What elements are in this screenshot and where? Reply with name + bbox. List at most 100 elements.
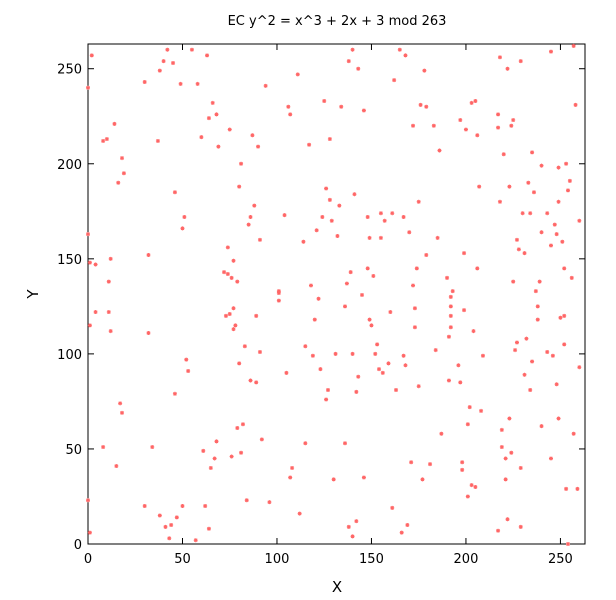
data-point [456, 363, 461, 368]
y-tick-label: 50 [65, 443, 82, 458]
x-tick-label: 250 [548, 552, 573, 567]
data-point [288, 112, 293, 117]
data-point [448, 304, 453, 309]
data-point [458, 380, 463, 385]
data-point [208, 465, 213, 470]
data-point [307, 142, 312, 147]
data-point [254, 313, 259, 318]
data-point [161, 59, 166, 64]
data-point [239, 450, 244, 455]
data-point [554, 382, 559, 387]
data-point [573, 102, 578, 107]
data-point [530, 150, 535, 155]
data-point [431, 123, 436, 128]
data-point [142, 503, 147, 508]
data-point [235, 426, 240, 431]
data-point [205, 53, 210, 58]
data-point [118, 401, 123, 406]
data-point [437, 148, 442, 153]
y-axis: 0 50 100 150 200 250 [57, 63, 585, 553]
data-point [86, 232, 90, 237]
data-point [526, 180, 531, 185]
data-point [87, 260, 92, 265]
data-point [539, 424, 544, 429]
y-tick-label: 250 [57, 63, 82, 78]
plot-frame [87, 43, 586, 545]
x-tick-label: 100 [265, 552, 290, 567]
data-point [369, 323, 374, 328]
data-point [550, 353, 555, 358]
data-point [237, 361, 242, 366]
data-point [509, 450, 514, 455]
data-point [424, 104, 429, 109]
data-point [420, 477, 425, 482]
x-tick-label: 0 [84, 552, 92, 567]
data-point [465, 494, 470, 499]
data-point [462, 308, 467, 313]
data-point [301, 239, 306, 244]
data-point [416, 199, 421, 204]
data-point [382, 218, 387, 223]
x-tick-label: 50 [174, 552, 191, 567]
data-point [89, 53, 94, 58]
data-point [343, 441, 348, 446]
data-point [327, 197, 332, 202]
data-point [346, 59, 351, 64]
data-point [201, 448, 206, 453]
data-point [571, 431, 576, 436]
data-point [552, 222, 557, 227]
data-point [416, 384, 421, 389]
data-point [352, 192, 357, 197]
data-point [548, 456, 553, 461]
data-point [469, 100, 474, 105]
data-point [248, 378, 253, 383]
data-point [418, 102, 423, 107]
data-point [535, 304, 540, 309]
data-point [337, 203, 342, 208]
data-point [210, 100, 215, 105]
data-point [371, 273, 376, 278]
data-point [558, 315, 563, 320]
data-point [465, 422, 470, 427]
data-point [229, 275, 234, 280]
data-point [106, 310, 111, 315]
data-point [518, 465, 523, 470]
data-point [203, 503, 208, 508]
data-point [367, 235, 372, 240]
data-point [539, 230, 544, 235]
data-point [564, 161, 569, 166]
data-point [222, 270, 227, 275]
data-point [206, 116, 211, 121]
data-point [564, 486, 569, 491]
data-point [348, 270, 353, 275]
x-tick-label: 150 [359, 552, 384, 567]
data-point [480, 353, 485, 358]
data-point [93, 262, 98, 267]
data-point [507, 184, 512, 189]
data-point [556, 165, 561, 170]
data-point [505, 66, 510, 71]
data-point [320, 215, 325, 220]
data-point [530, 359, 535, 364]
data-point [360, 292, 365, 297]
y-axis-title: Y [24, 289, 42, 300]
data-point [577, 218, 582, 223]
data-point [448, 294, 453, 299]
x-axis-title: X [332, 578, 342, 596]
data-point [174, 515, 179, 520]
data-point [509, 123, 514, 128]
data-point [569, 275, 574, 280]
data-point [405, 522, 410, 527]
data-point [524, 336, 529, 341]
data-point [399, 530, 404, 535]
data-point [518, 59, 523, 64]
data-point [446, 378, 451, 383]
data-point [365, 266, 370, 271]
data-point [180, 226, 185, 231]
data-point [445, 275, 450, 280]
data-point [409, 460, 414, 465]
data-point [539, 163, 544, 168]
data-point [250, 133, 255, 138]
data-point [356, 374, 361, 379]
data-point [354, 389, 359, 394]
